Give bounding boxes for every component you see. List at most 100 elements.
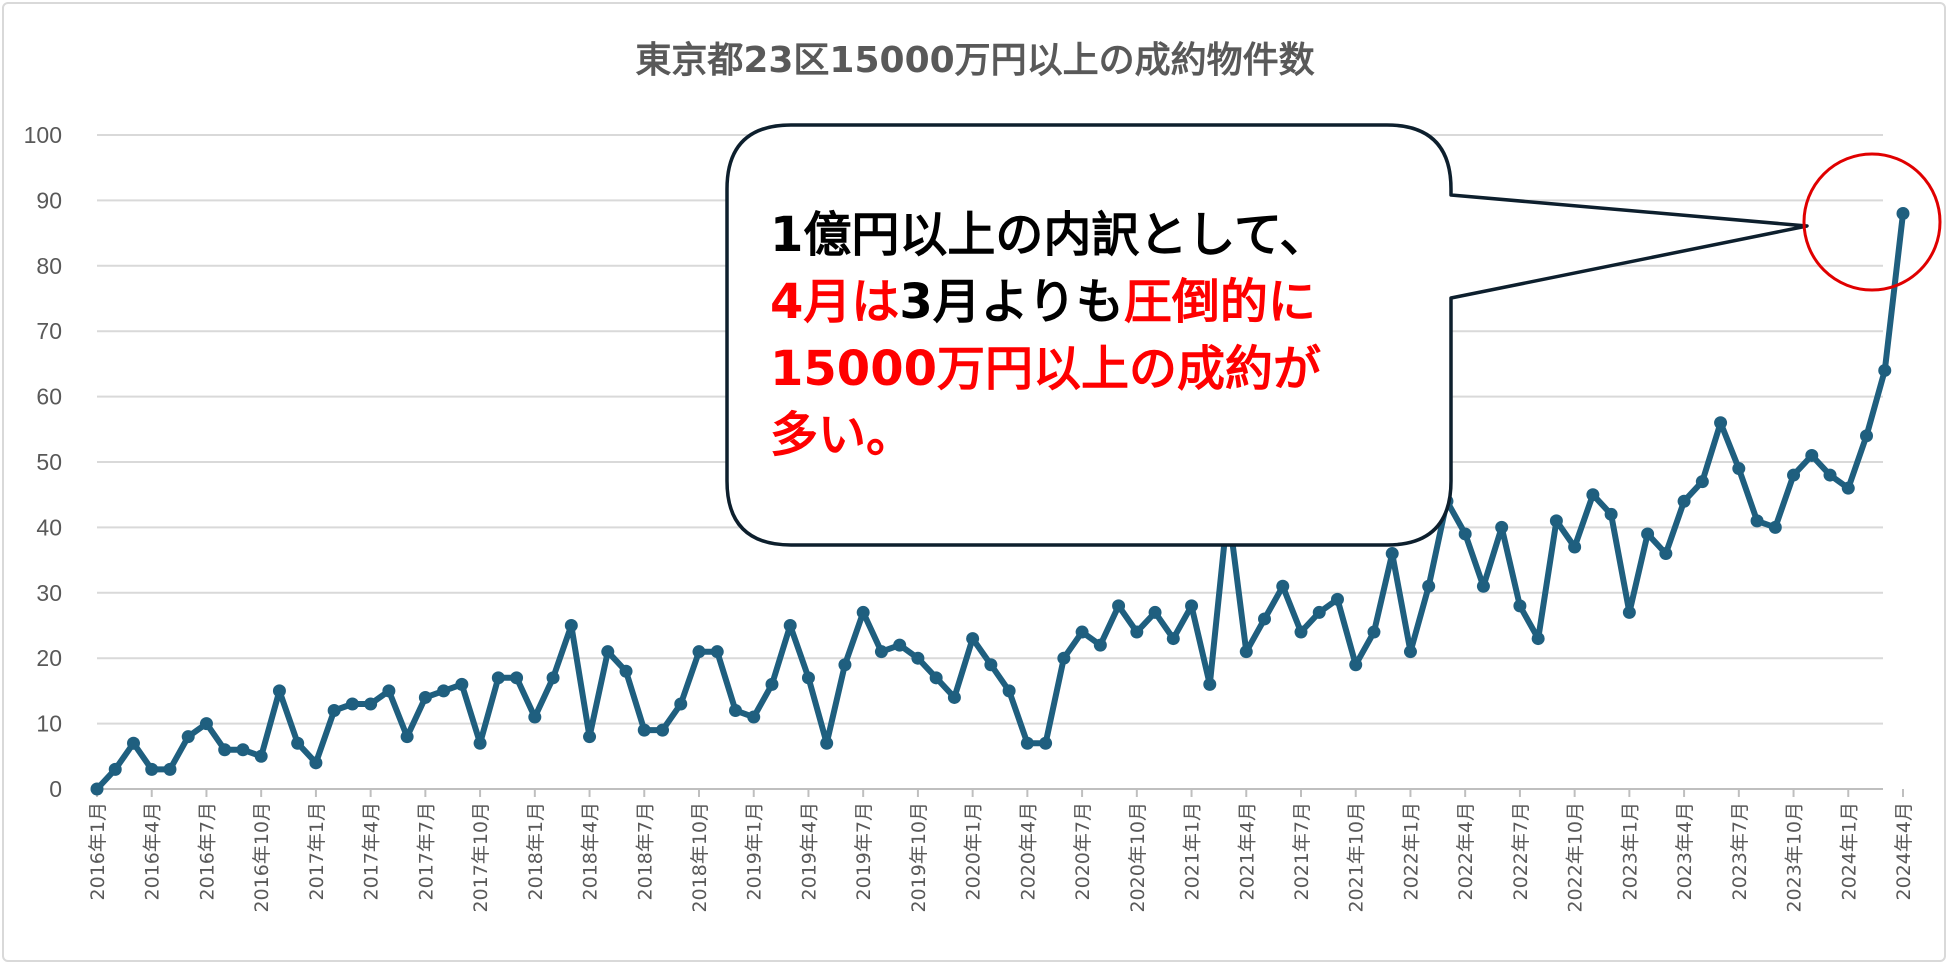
y-tick-label: 0 [49, 776, 62, 802]
data-point [1750, 514, 1764, 528]
data-point [984, 658, 998, 672]
data-point [1714, 416, 1728, 430]
data-point [966, 632, 980, 646]
data-point [1768, 520, 1782, 534]
data-point [1185, 599, 1199, 613]
data-point [1294, 625, 1308, 639]
data-point [90, 782, 104, 796]
x-tick-label: 2022年10月 [1565, 802, 1587, 913]
data-point [491, 671, 505, 685]
data-point [1896, 206, 1910, 220]
data-point [1312, 605, 1326, 619]
series-line [94, 210, 1906, 792]
data-point [1093, 638, 1107, 652]
x-tick-label: 2023年1月 [1619, 802, 1641, 900]
y-tick-label: 20 [36, 645, 62, 671]
x-tick-label: 2023年10月 [1784, 802, 1806, 913]
data-point [1659, 547, 1673, 561]
data-point [345, 697, 359, 711]
x-tick-label: 2017年4月 [361, 802, 383, 900]
y-tick-label: 100 [24, 122, 62, 148]
data-point [1860, 429, 1874, 443]
data-point [1112, 599, 1126, 613]
data-point [692, 645, 706, 659]
x-tick-label: 2019年1月 [744, 802, 766, 900]
data-point [418, 690, 432, 704]
x-tick-label: 2019年10月 [908, 802, 930, 913]
callout-segment: 1億円以上の内訳として、 [770, 207, 1328, 263]
x-tick-label: 2023年7月 [1729, 802, 1751, 900]
data-point [619, 664, 633, 678]
data-point [1568, 540, 1582, 554]
callout-segment: 多い。 [770, 407, 914, 463]
data-point [656, 723, 670, 737]
data-point [929, 671, 943, 685]
y-tick-label: 90 [36, 187, 62, 213]
data-point [1841, 481, 1855, 495]
data-point [108, 762, 122, 776]
data-point [1513, 599, 1527, 613]
data-point [1203, 677, 1217, 691]
data-point [1367, 625, 1381, 639]
data-point [874, 645, 888, 659]
data-point [1166, 632, 1180, 646]
data-point [1148, 605, 1162, 619]
x-tick-label: 2018年4月 [580, 802, 602, 900]
highlight-circle [1802, 152, 1942, 292]
data-point [1531, 632, 1545, 646]
x-tick-label: 2022年7月 [1510, 802, 1532, 900]
data-point [856, 605, 870, 619]
data-point [947, 690, 961, 704]
data-point [546, 671, 560, 685]
data-point [236, 743, 250, 757]
data-point [199, 717, 213, 731]
callout-segment: 圧倒的に [1124, 274, 1316, 330]
data-point [1385, 547, 1399, 561]
data-point [163, 762, 177, 776]
y-tick-label: 40 [36, 514, 62, 540]
data-point [272, 684, 286, 698]
x-tick-label: 2018年1月 [525, 802, 547, 900]
data-point [1258, 612, 1272, 626]
data-point [564, 619, 578, 632]
data-point [1276, 579, 1290, 593]
data-point [1641, 527, 1655, 541]
x-tick-label: 2022年4月 [1455, 802, 1477, 900]
y-tick-label: 60 [36, 384, 62, 410]
data-point [637, 723, 651, 737]
data-point [254, 749, 268, 763]
data-point [1130, 625, 1144, 639]
data-point [1039, 736, 1053, 750]
data-point [801, 671, 815, 685]
data-point [728, 704, 742, 718]
x-tick-label: 2021年4月 [1236, 802, 1258, 900]
data-point [1349, 658, 1363, 672]
data-point [437, 684, 451, 698]
data-point [1002, 684, 1016, 698]
data-point [1330, 592, 1344, 606]
callout-line: 15000万円以上の成約が [770, 341, 1321, 397]
x-tick-label: 2016年1月 [87, 802, 109, 900]
data-point [400, 730, 414, 744]
data-point [473, 736, 487, 750]
data-point [291, 736, 305, 750]
x-tick-label: 2021年1月 [1182, 802, 1204, 900]
callout-segment: 4月は [770, 274, 899, 330]
x-tick-label: 2018年7月 [634, 802, 656, 900]
data-point [218, 743, 232, 757]
x-tick-label: 2017年1月 [306, 802, 328, 900]
data-point [455, 677, 469, 691]
data-point [1622, 605, 1636, 619]
data-point [327, 704, 341, 718]
data-point [1020, 736, 1034, 750]
data-point [838, 658, 852, 672]
x-tick-label: 2022年1月 [1400, 802, 1422, 900]
x-axis: 2016年1月 2016年4月 2016年7月 2016年10月 2017年1月 2017… [87, 788, 1915, 913]
y-tick-label: 30 [36, 580, 62, 606]
callout-line: 1億円以上の内訳として、 [770, 207, 1328, 263]
data-point [911, 651, 925, 665]
data-point [1549, 514, 1563, 528]
data-point [1695, 475, 1709, 489]
chart-title: 東京都23区15000万円以上の成約物件数 [635, 39, 1314, 81]
